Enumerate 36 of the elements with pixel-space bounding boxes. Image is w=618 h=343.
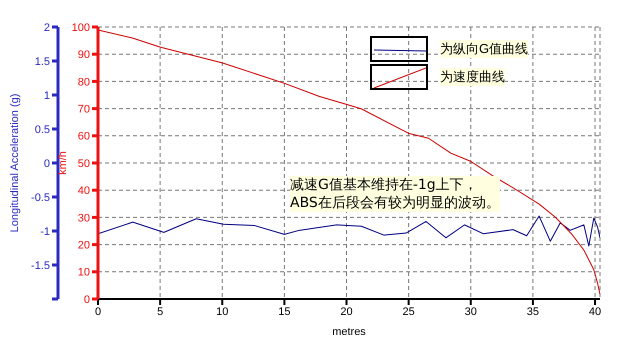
y-tick-label: -0.5: [31, 192, 50, 204]
x-tick-label: 0: [94, 306, 102, 318]
y2-tick-label: 70: [78, 104, 90, 116]
y2-tick-label: 50: [78, 158, 90, 170]
y2-tick-label: 90: [78, 49, 90, 62]
legend-label: 为纵向G值曲线: [440, 40, 528, 58]
y2-tick-label: 20: [78, 240, 90, 252]
x-tick-label: 20: [340, 306, 353, 318]
y2-axis-title: km/h: [56, 151, 69, 175]
y-tick-label: -1: [40, 226, 50, 238]
y2-tick-label: 60: [78, 130, 90, 143]
y-tick-label: 1: [44, 90, 50, 102]
line-series: [98, 29, 600, 295]
y-tick-label: 1.5: [34, 56, 50, 68]
y-axis-title: Longitudinal Acceleration (g): [8, 94, 21, 232]
x-tick-label: 15: [278, 306, 291, 318]
y2-tick-label: 100: [72, 22, 90, 34]
x-tick-label: 35: [526, 306, 540, 318]
x-tick-label: 40: [588, 306, 602, 318]
x-tick-label: 30: [464, 306, 477, 318]
y2-tick-label: 30: [78, 212, 90, 224]
x-axis-title: metres: [332, 326, 366, 338]
y2-tick-label: 0: [84, 294, 90, 306]
line-series: [98, 216, 600, 246]
legend-label: 为速度曲线: [440, 68, 505, 86]
y2-tick-label: 10: [78, 266, 90, 279]
y-tick-label: 0: [44, 158, 50, 170]
y2-tick-label: 80: [78, 76, 90, 88]
x-tick-label: 25: [402, 306, 415, 318]
y-tick-label: -1.5: [31, 260, 50, 272]
x-tick-label: 5: [157, 306, 164, 318]
y-tick-label: 2: [44, 22, 50, 34]
y2-tick-label: 40: [78, 185, 90, 198]
annotation: 减速G值基本维持在-1g上下， ABS在后段会有较为明显的波动。: [290, 176, 500, 212]
x-tick-label: 10: [216, 306, 228, 318]
y-tick-label: 0.5: [34, 124, 50, 136]
